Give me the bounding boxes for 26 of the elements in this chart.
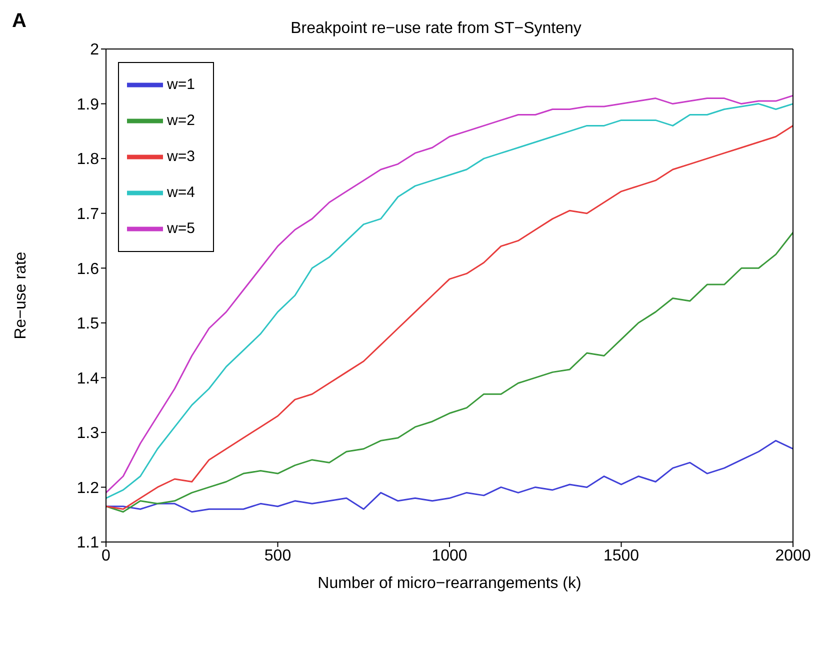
legend-label: w=3	[167, 148, 195, 166]
x-tick-label: 1500	[603, 547, 640, 564]
x-tick-label: 500	[264, 547, 292, 564]
y-tick-label: 1.1	[76, 534, 100, 552]
x-tick-label: 0	[102, 547, 111, 564]
y-tick-label: 1.9	[76, 96, 100, 114]
y-tick-label: 1.3	[76, 425, 100, 442]
legend-label: w=4	[167, 184, 195, 202]
line-series	[106, 232, 793, 513]
y-tick-label: 1.7	[76, 206, 100, 224]
line-series	[106, 440, 793, 513]
chart-title: Breakpoint re−use rate from ST−Synteny	[290, 20, 582, 38]
legend-label: w=5	[167, 220, 195, 238]
legend-label: w=2	[167, 112, 195, 130]
legend-label: w=1	[167, 76, 195, 94]
y-tick-label: 2	[90, 42, 100, 59]
y-tick-label: 1.6	[76, 260, 100, 278]
y-tick-label: 1.4	[76, 370, 100, 388]
x-tick-label: 1000	[432, 547, 468, 564]
y-tick-label: 1.5	[76, 316, 100, 333]
text: A	[12, 10, 26, 33]
x-axis-title: Number of micro−rearrangements (k)	[318, 575, 582, 592]
y-tick-label: 1.2	[76, 480, 100, 497]
x-tick-label: 2000	[775, 547, 811, 564]
y-tick-label: 1.8	[76, 151, 100, 168]
y-axis-title: Re−use rate	[12, 252, 30, 340]
